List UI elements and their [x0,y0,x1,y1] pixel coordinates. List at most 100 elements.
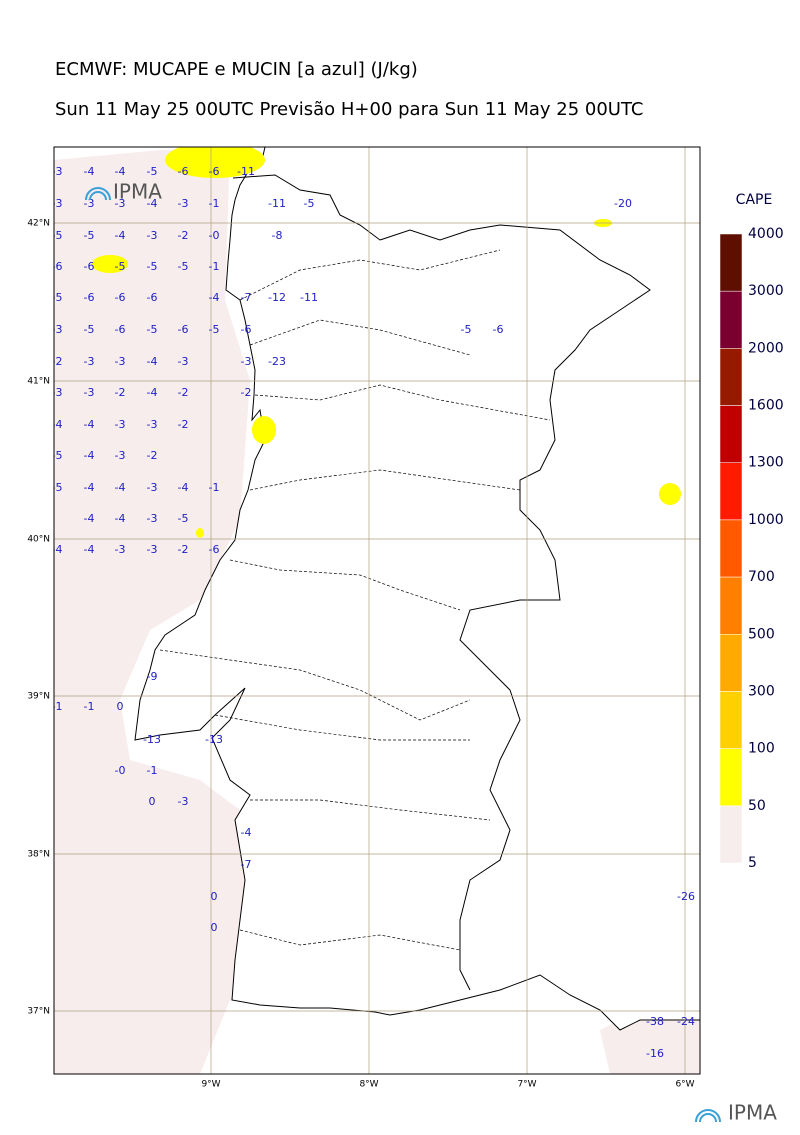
graticule [54,147,700,1074]
cin-label: -6 [178,165,189,178]
cin-label: -5 [209,323,220,336]
cin-label: -2 [178,418,189,431]
cin-label: -26 [677,890,695,903]
colorbar-label: 4000 [748,226,784,242]
cin-label: -5 [84,323,95,336]
cin-label: -11 [268,197,286,210]
cin-label: -1 [52,700,63,713]
cin-label: -2 [52,355,63,368]
cin-label: -5 [52,481,63,494]
colorbar-label: 2000 [748,340,784,356]
cin-label: -2 [178,386,189,399]
cin-label: -1 [84,700,95,713]
colorbar-title: CAPE [736,192,773,208]
cin-label: -6 [209,165,220,178]
colorbar-segment [719,576,743,635]
cin-label: -3 [115,543,126,556]
cin-label: -4 [147,197,158,210]
cape-low-sea [54,150,250,1000]
colorbar-segment [719,462,743,521]
cin-label: -5 [178,512,189,525]
cin-label: -5 [52,291,63,304]
cin-label: -3 [52,197,63,210]
footer-logo-text: IPMA [728,1101,777,1125]
cin-label: -3 [115,197,126,210]
colorbar-label: 700 [748,569,775,585]
cin-label: -2 [178,229,189,242]
colorbar-segment [719,290,743,349]
colorbar-segment [719,691,743,749]
colorbar-segment [719,519,743,578]
logo-arc [85,187,111,201]
cin-label: -3 [178,197,189,210]
cin-label: -13 [143,733,161,746]
cin-label: -6 [241,323,252,336]
colorbar-label: 1000 [748,512,784,528]
cin-label: -11 [237,165,255,178]
cin-label: 0 [211,890,218,903]
cin-label: -3 [52,386,63,399]
cin-label: -5 [147,323,158,336]
cin-label: -4 [115,512,126,525]
subtitle: Sun 11 May 25 00UTC Previsão H+00 para S… [55,99,643,120]
cin-label: -6 [493,323,504,336]
map-area: -3 -4 -4 -5 -6 -6 -11 -3 -3 -3 -4 -3 -1 -11 -5 -2 0 -5 -5 -… [52,147,700,1074]
lon-label: 6°W [675,1080,694,1090]
cin-label: -4 [84,449,95,462]
cin-label: -9 [147,670,158,683]
district-borders [159,249,551,951]
cin-label: -5 [178,260,189,273]
lat-label: 42°N [27,219,50,229]
cin-label: -4 [52,543,63,556]
colorbar-label: 3000 [748,283,784,299]
cin-label: -7 [241,858,252,871]
cin-label: -13 [205,733,223,746]
cin-label: -5 [52,229,63,242]
cin-label: -3 [178,355,189,368]
cin-label: -6 [147,291,158,304]
cin-label: -4 [209,291,220,304]
cin-label: -5 [115,260,126,273]
cin-label: -5 [147,165,158,178]
cin-labels: -3 -4 -4 -5 -6 -6 -11 -3 -3 -3 -4 -3 -1 -11 -5 -2 0 -5 -5 -… [52,165,695,1060]
cin-label: -5 [461,323,472,336]
cin-label: 0 [117,700,124,713]
cin-label: -2 [178,543,189,556]
cin-label: -24 [677,1015,695,1028]
cin-label: -7 [241,291,252,304]
cin-label: -4 [178,481,189,494]
cin-label: -1 [147,764,158,777]
cape-yellow [252,416,276,444]
cin-label: -23 [268,355,286,368]
colorbar-label: 500 [748,626,775,642]
colorbar-label: 5 [748,855,757,871]
cape-low-sea2 [54,1000,230,1074]
cape-yellow [165,147,265,178]
cin-label: -4 [147,386,158,399]
colorbar-label: 1600 [748,398,784,414]
cin-label: -11 [300,291,318,304]
title: ECMWF: MUCAPE e MUCIN [a azul] (J/kg) [55,59,418,80]
cin-label: -4 [84,165,95,178]
cin-label: -1 [209,260,220,273]
cin-label: -2 [241,386,252,399]
cin-label: -4 [115,481,126,494]
colorbar-segment [719,233,743,292]
cin-label: -6 [178,323,189,336]
cin-label: -3 [147,229,158,242]
cin-label: -4 [84,512,95,525]
colorbar-segment [719,748,743,807]
cin-label: -5 [304,197,315,210]
cin-label: -4 [52,418,63,431]
cin-label: -6 [115,323,126,336]
colorbar-label: 50 [748,798,766,814]
border-portugal [232,174,651,991]
cin-label: -5 [84,229,95,242]
cin-label: -3 [178,795,189,808]
cin-label: -2 [115,386,126,399]
cin-label: -3 [84,355,95,368]
cin-label: -1 [209,197,220,210]
cin-label: 0 [211,921,218,934]
cin-label: -2 [147,449,158,462]
